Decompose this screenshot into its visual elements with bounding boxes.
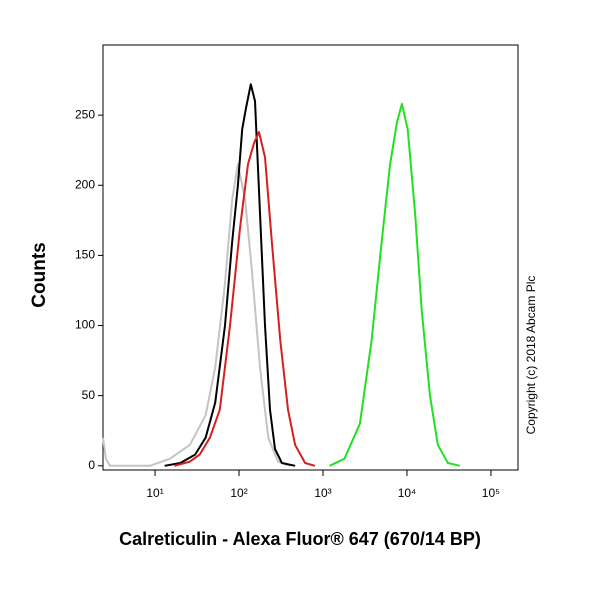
histogram-line: [329, 102, 461, 467]
x-axis-label: Calreticulin - Alexa Fluor® 647 (670/14 …: [119, 529, 481, 549]
x-tick-label: 10²: [230, 486, 247, 500]
y-tick-label: 150: [75, 248, 95, 262]
histogram-line: [174, 131, 316, 467]
x-tick-label: 10⁵: [482, 486, 500, 500]
histogram-line: [102, 163, 291, 467]
plot-frame: [102, 44, 519, 471]
x-tick-label: 10⁴: [398, 486, 417, 500]
y-tick-label: 100: [75, 318, 95, 332]
y-tick-label: 50: [82, 388, 96, 402]
y-tick-label: 0: [88, 458, 95, 472]
x-tick-label: 10¹: [146, 486, 163, 500]
y-tick-label: 200: [75, 177, 95, 191]
y-axis-label: Counts: [29, 242, 50, 307]
y-tick-label: 250: [75, 107, 95, 121]
copyright: Copyright (c) 2018 Abcam Plc: [524, 276, 538, 435]
histogram-line: [164, 83, 296, 467]
x-tick-label: 10³: [314, 486, 331, 500]
